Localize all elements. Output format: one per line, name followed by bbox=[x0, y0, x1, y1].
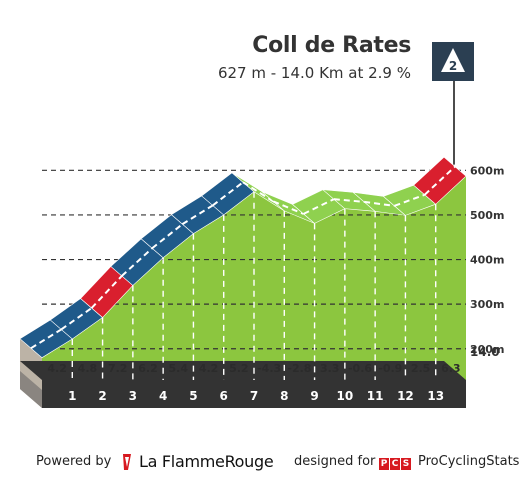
gradient-label: 3.3 bbox=[320, 362, 340, 375]
road-centre-line bbox=[333, 198, 365, 203]
elevation-tick-label: 600m bbox=[470, 164, 504, 177]
road-centre-line bbox=[364, 200, 395, 207]
km-marker-label: 11 bbox=[367, 389, 384, 403]
category-badge-label: 2 bbox=[449, 59, 457, 73]
road-centre-line bbox=[303, 198, 335, 215]
km-marker-label: 6 bbox=[220, 389, 228, 403]
profile-side-base bbox=[20, 371, 42, 408]
pcs-letter: C bbox=[390, 458, 400, 470]
elevation-tick-label: 300m bbox=[470, 298, 504, 311]
km-marker-label: 5 bbox=[189, 389, 197, 403]
climb-title: Coll de Rates bbox=[252, 33, 411, 58]
elevation-tick-label: 200m bbox=[470, 343, 504, 356]
gradient-label: 7.2 bbox=[108, 362, 128, 375]
gradient-label: -2.8 bbox=[287, 362, 311, 375]
elevation-tick-label: 500m bbox=[470, 209, 504, 222]
designed-for-label: designed for bbox=[294, 454, 376, 469]
gradient-label: 6.2 bbox=[138, 362, 158, 375]
gradient-label: -4.3 bbox=[257, 362, 281, 375]
km-marker-label: 10 bbox=[337, 389, 354, 403]
km-marker-label: 3 bbox=[129, 389, 137, 403]
profile-base-front bbox=[42, 380, 466, 408]
distance-label: 14.0 bbox=[470, 345, 500, 359]
km-marker-label: 9 bbox=[310, 389, 318, 403]
gradient-label: 4.2 bbox=[199, 362, 219, 375]
gradient-label: -0.6 bbox=[348, 362, 372, 375]
km-marker-label: 1 bbox=[68, 389, 76, 403]
pcs-letter: P bbox=[379, 458, 389, 470]
gradient-label: -0.9 bbox=[378, 362, 402, 375]
elevation-tick-label: 400m bbox=[470, 254, 504, 267]
gradient-label: 4.8 bbox=[78, 362, 98, 375]
procyclingstats-brand[interactable]: ProCyclingStats bbox=[418, 454, 520, 469]
pcs-letter: S bbox=[401, 458, 411, 470]
road-centre-line bbox=[181, 204, 214, 226]
climb-stats: 627 m - 14.0 Km at 2.9 % bbox=[217, 64, 411, 82]
category-badge: 2 bbox=[432, 42, 474, 81]
km-marker-label: 2 bbox=[98, 389, 106, 403]
profile-front-face bbox=[42, 176, 466, 380]
road-centre-line bbox=[424, 165, 456, 196]
gradient-label: 4.2 bbox=[47, 362, 67, 375]
road-centre-line bbox=[212, 181, 244, 207]
road-centre-line bbox=[151, 223, 184, 250]
flamme-rouge-logo-icon bbox=[123, 454, 131, 470]
km-marker-label: 8 bbox=[280, 389, 288, 403]
elevation-profile-chart: 4.2 4.8 7.2 6.2 5.4 4.2 5.2 -4.3 -2.8 3.3 -0.6 -0.9… bbox=[19, 42, 504, 408]
road-centre-line bbox=[121, 247, 153, 277]
gradient-label: 5.4 bbox=[169, 362, 189, 375]
road-centre-line bbox=[394, 193, 426, 207]
km-marker-label: 12 bbox=[397, 389, 414, 403]
gradient-label: 5.2 bbox=[229, 362, 249, 375]
km-marker-label: 7 bbox=[250, 389, 258, 403]
la-flamme-rouge-brand[interactable]: La FlammeRouge bbox=[139, 452, 274, 471]
powered-by-label: Powered by bbox=[36, 454, 112, 469]
road-centre-line bbox=[272, 200, 304, 215]
km-marker-label: 13 bbox=[427, 389, 444, 403]
road-centre-line bbox=[30, 328, 62, 350]
mountain-icon bbox=[441, 48, 465, 72]
road-centre-line bbox=[242, 181, 274, 203]
gradient-label: 6.3 bbox=[441, 362, 461, 375]
km-marker-label: 4 bbox=[159, 389, 167, 403]
road-centre-line bbox=[90, 275, 123, 309]
road-centre-line bbox=[60, 307, 93, 331]
gradient-label: 2.5 bbox=[411, 362, 431, 375]
